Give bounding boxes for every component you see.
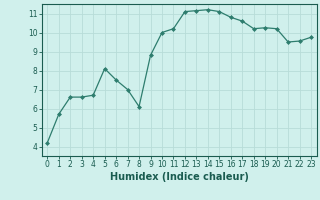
X-axis label: Humidex (Indice chaleur): Humidex (Indice chaleur) [110,172,249,182]
